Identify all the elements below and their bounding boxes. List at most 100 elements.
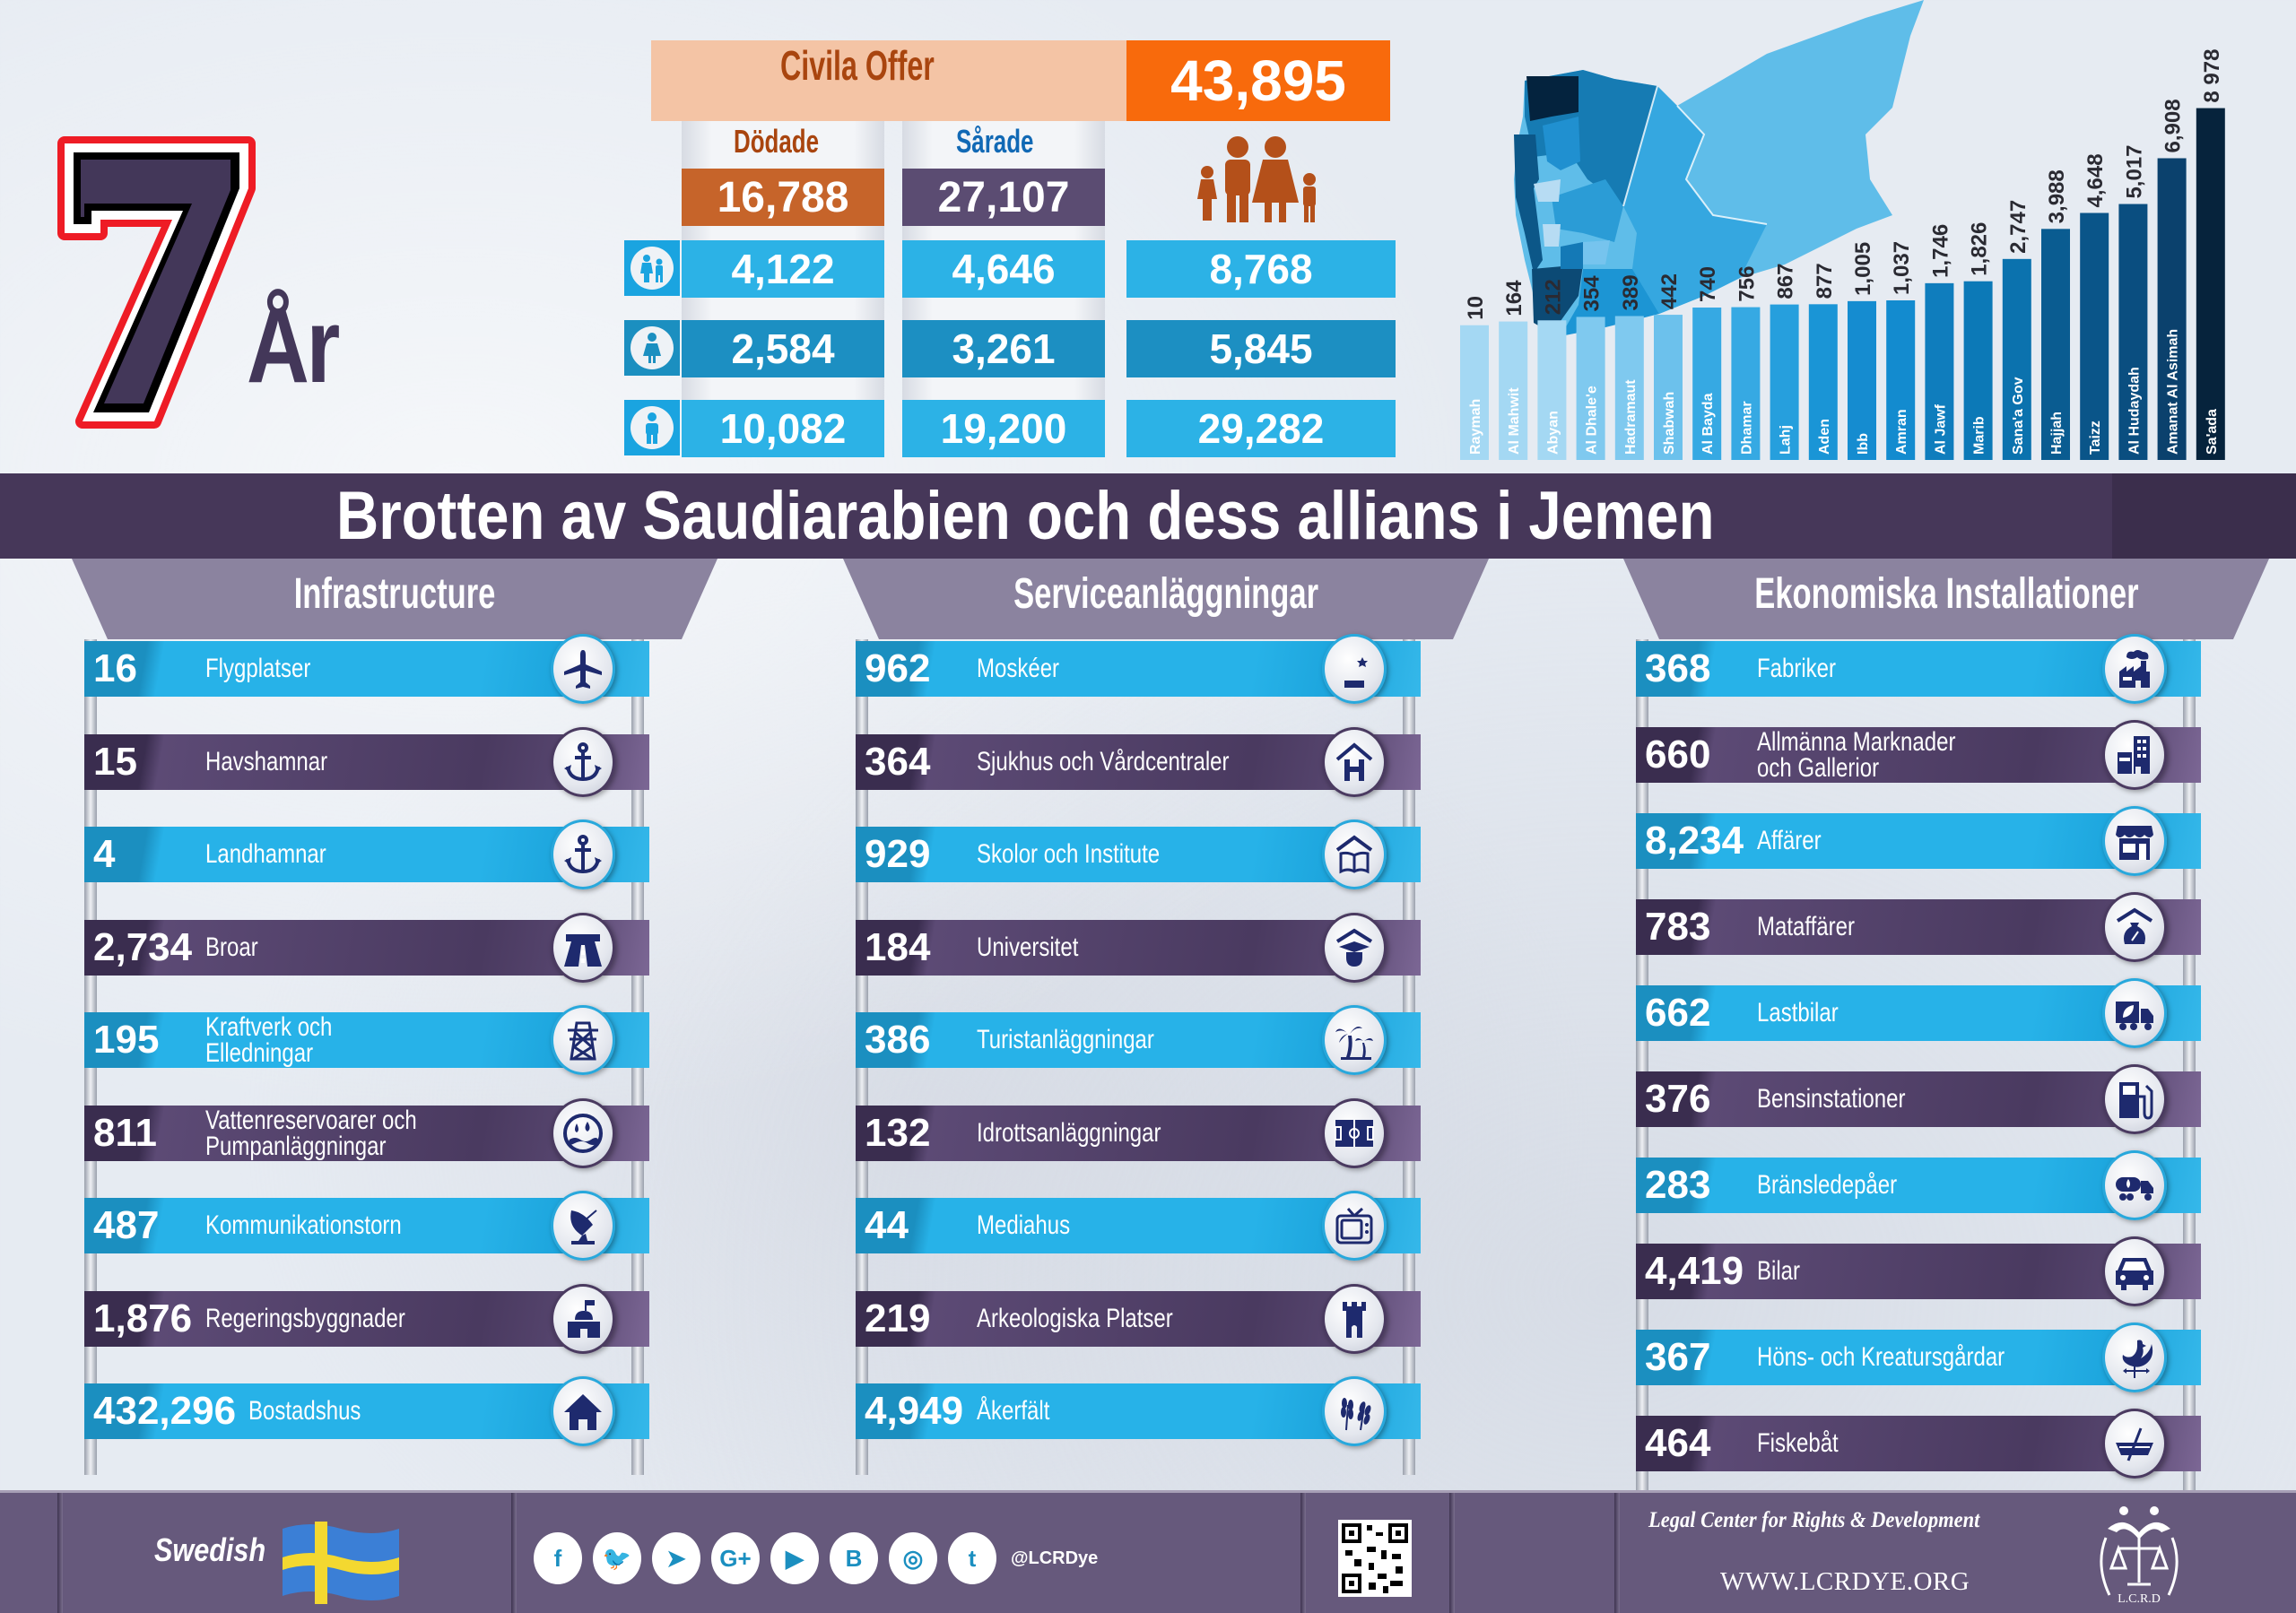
- item-value: 195: [93, 1018, 160, 1062]
- list-item: 962 Moskéer: [856, 634, 1421, 704]
- facebook-icon[interactable]: f: [534, 1532, 582, 1584]
- item-label: Regeringsbyggnader: [205, 1304, 405, 1334]
- qr-code[interactable]: [1338, 1520, 1412, 1597]
- value-label: 5,017: [2122, 144, 2146, 198]
- item-value: 132: [865, 1110, 931, 1155]
- section-header-shape: [72, 559, 718, 639]
- list-item: 376 Bensinstationer: [1636, 1064, 2201, 1134]
- list-item: 432,296 Bostadshus: [84, 1376, 649, 1446]
- item-label: Höns- och Kreatursgårdar: [1757, 1342, 2005, 1373]
- banner-edge: [2112, 473, 2296, 559]
- item-value: 376: [1645, 1077, 1711, 1121]
- item-value: 660: [1645, 733, 1711, 776]
- bar-al-jawf: [1925, 282, 1954, 460]
- twitter-icon[interactable]: 🐦: [593, 1532, 641, 1584]
- item-label: Mataffärer: [1757, 912, 1855, 942]
- category-label: Abyan: [1545, 411, 1561, 455]
- children-sum: 8,768: [1126, 240, 1396, 298]
- item-label: Bilar: [1757, 1256, 1800, 1287]
- value-label: 8 978: [2200, 49, 2224, 103]
- item-value: 662: [1645, 991, 1711, 1035]
- youtube-icon[interactable]: ▶: [770, 1532, 819, 1584]
- men-killed: 10,082: [682, 400, 884, 457]
- item-label-line: Bostadshus: [248, 1396, 361, 1426]
- instagram-icon[interactable]: ◎: [889, 1532, 937, 1584]
- map-region-hudaydah: [1514, 134, 1543, 273]
- list-item: 184 Universitet: [856, 912, 1421, 983]
- item-label-line: Lastbilar: [1757, 998, 1839, 1028]
- category-label: Al Jawf: [1933, 403, 1948, 455]
- section-title: Serviceanläggningar: [843, 569, 1489, 620]
- truck-icon: [2102, 978, 2167, 1048]
- tumblr-icon[interactable]: t: [948, 1532, 996, 1584]
- item-label-line: Åkerfält: [977, 1396, 1050, 1426]
- item-label-line: Moskéer: [977, 654, 1060, 683]
- item-label-line: Regeringsbyggnader: [205, 1303, 405, 1333]
- category-label: Aden: [1817, 419, 1832, 455]
- men-sum: 29,282: [1126, 400, 1396, 457]
- list-item: 662 Lastbilar: [1636, 978, 2201, 1048]
- item-label-line: Bensinstationer: [1757, 1084, 1906, 1114]
- item-value: 367: [1645, 1335, 1711, 1379]
- men-injured: 19,200: [902, 400, 1105, 457]
- water-icon: [551, 1097, 615, 1168]
- list-item: 4 Landhamnar: [84, 820, 649, 889]
- item-label-line: Bilar: [1757, 1256, 1801, 1286]
- value-label: 10: [1464, 296, 1488, 320]
- bar-taizz: [2080, 212, 2109, 460]
- category-label: Raymah: [1468, 399, 1483, 455]
- item-value: 15: [93, 739, 137, 784]
- value-label: 877: [1813, 263, 1837, 299]
- item-value: 16: [93, 646, 137, 690]
- category-label: Al Dhale'e: [1585, 386, 1600, 455]
- item-label-line: Elledningar: [205, 1038, 314, 1068]
- organization-name: Legal Center for Rights & Development: [1648, 1508, 1980, 1532]
- google-plus-icon[interactable]: G+: [711, 1532, 760, 1584]
- social-links: f 🐦 ➤ G+ ▶ B ◎ t @LCRDye: [534, 1532, 1098, 1584]
- shop-icon: [2102, 806, 2167, 876]
- item-label-line: Mataffärer: [1757, 912, 1855, 941]
- category-label: Sana'a Gov: [2011, 377, 2026, 455]
- item-label-line: Turistanläggningar: [977, 1025, 1154, 1054]
- man-icon: [624, 400, 680, 455]
- bar-al-mahwit: [1499, 321, 1528, 460]
- anchor-icon: [551, 820, 615, 889]
- item-label: Broar: [205, 932, 258, 963]
- bar-lahj: [1770, 304, 1799, 460]
- section-title-text: Ekonomiska Installationer: [1753, 570, 2139, 618]
- item-label: Idrottsanläggningar: [977, 1118, 1161, 1149]
- bar-sa-ada: [2196, 108, 2225, 461]
- value-label: 389: [1619, 274, 1643, 310]
- website-link[interactable]: WWW.LCRDYE.ORG: [1720, 1567, 1970, 1596]
- blogger-icon[interactable]: B: [830, 1532, 878, 1584]
- item-label-line: och Gallerior: [1757, 753, 1880, 783]
- civilian-victims-bar: [651, 40, 1126, 121]
- list-item: 4,419 Bilar: [1636, 1236, 2201, 1306]
- category-label: Shabwah: [1662, 392, 1677, 455]
- item-value: 4: [93, 832, 116, 876]
- value-label: 756: [1735, 266, 1759, 302]
- list-item: 367 Höns- och Kreatursgårdar: [1636, 1322, 2201, 1392]
- item-label: Skolor och Institute: [977, 839, 1160, 870]
- item-label-line: Skolor och Institute: [977, 839, 1161, 869]
- footer-divider: [511, 1493, 517, 1613]
- bar-ibb: [1848, 300, 1876, 460]
- women-injured: 3,261: [902, 320, 1105, 377]
- wheat-icon: [1322, 1376, 1387, 1446]
- palm-tree-icon: [1322, 1005, 1387, 1075]
- boat-icon: [2102, 1409, 2167, 1479]
- food-store-icon: [2102, 892, 2167, 962]
- graduation-icon: [1322, 912, 1387, 983]
- item-value: 929: [865, 832, 931, 876]
- telegram-icon[interactable]: ➤: [652, 1532, 700, 1584]
- category-label: Al Bayda: [1700, 393, 1716, 455]
- women-killed: 2,584: [682, 320, 884, 377]
- item-label-line: Fiskebåt: [1757, 1428, 1839, 1458]
- bridge-icon: [551, 912, 615, 983]
- house-icon: [551, 1376, 615, 1446]
- list-item: 929 Skolor och Institute: [856, 820, 1421, 889]
- social-handle[interactable]: @LCRDye: [1011, 1548, 1099, 1568]
- killed-header: Dödade: [734, 123, 820, 160]
- category-label: Lahj: [1779, 425, 1794, 455]
- item-label: Arkeologiska Platser: [977, 1304, 1173, 1334]
